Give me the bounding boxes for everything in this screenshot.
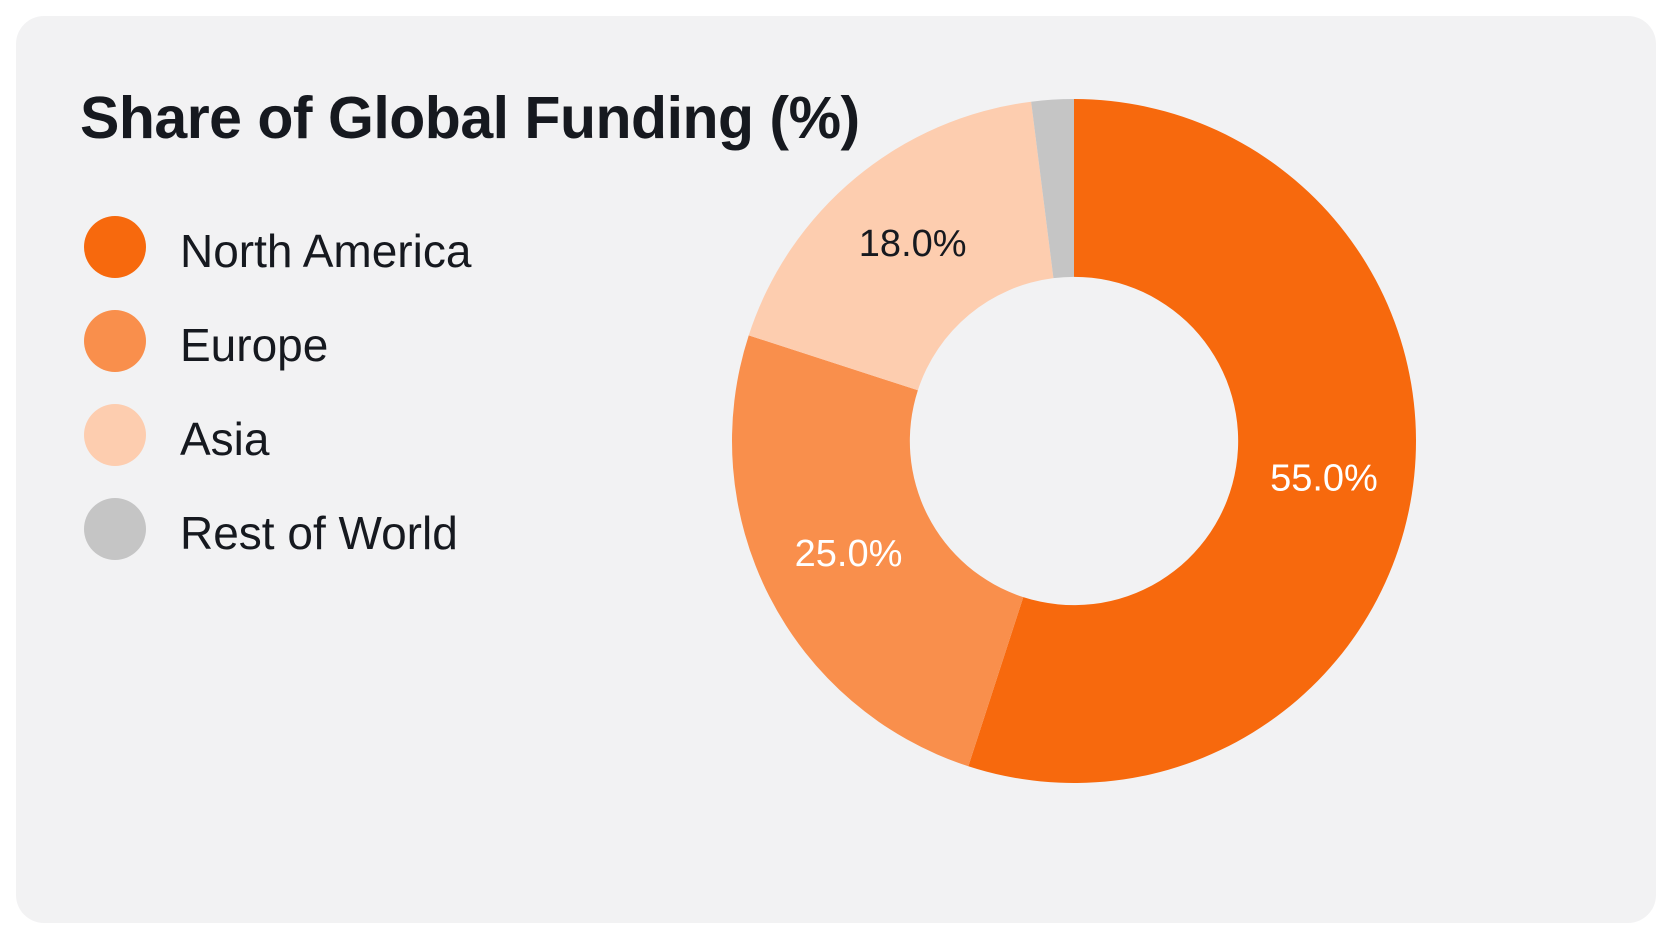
slice-north-america [968,99,1417,783]
slice-label-europe: 25.0% [795,533,903,575]
chart-title: Share of Global Funding (%) [80,85,860,151]
donut-chart: 55.0% 25.0% 18.0% [731,99,1417,783]
legend-label-europe: Europe [180,319,329,371]
slice-asia [748,101,1054,391]
slice-label-asia: 18.0% [859,223,967,265]
legend-label-north-america: North America [180,225,472,277]
legend-swatch-north-america [84,216,146,278]
slice-europe [731,335,1024,767]
slice-label-north-america: 55.0% [1270,458,1378,500]
chart-card: Share of Global Funding (%) North Americ… [16,16,1656,923]
legend-swatch-asia [84,404,146,466]
legend-label-rest-of-world: Rest of World [180,507,458,559]
legend-swatch-rest-of-world [84,498,146,560]
slice-rest-of-world [1031,99,1074,279]
legend-swatch-europe [84,310,146,372]
legend-label-asia: Asia [180,413,270,465]
